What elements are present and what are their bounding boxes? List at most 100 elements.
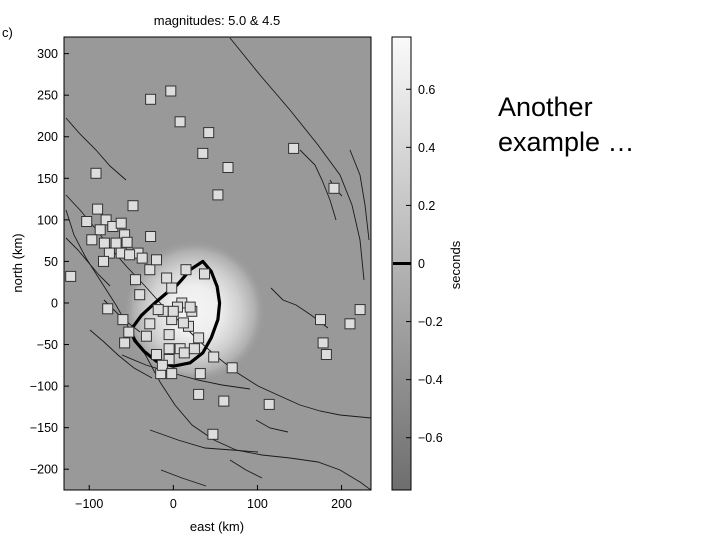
station-marker [315, 314, 326, 326]
y-tick-label: 200 [37, 130, 58, 144]
side-text: Another example … [498, 90, 698, 160]
x-tick-label: 0 [170, 497, 177, 511]
station-marker [188, 343, 200, 355]
station-marker [103, 247, 115, 259]
station-marker [197, 147, 209, 159]
station-marker [110, 237, 122, 249]
station-marker [208, 351, 220, 363]
y-axis: 300 250 200 150 100 50 0 −50 −100 −150 −200 [30, 47, 69, 477]
x-axis-label: east (km) [190, 519, 244, 534]
station-marker [218, 395, 230, 407]
station-marker [317, 337, 329, 349]
y-tick-label: −150 [30, 421, 58, 435]
colorbar-tick-label: −0.6 [418, 431, 443, 445]
station-marker [163, 343, 175, 355]
station-marker [184, 301, 196, 313]
station-marker [121, 236, 133, 248]
station-marker [328, 182, 340, 194]
station-marker [193, 388, 205, 400]
station-marker [354, 304, 366, 316]
station-marker [163, 354, 175, 365]
station-marker [163, 329, 175, 341]
map-frame [63, 36, 372, 491]
station-marker [167, 305, 179, 317]
station-marker [115, 217, 127, 229]
y-axis-label: north (km) [10, 233, 25, 292]
station-marker [166, 368, 178, 380]
stations [65, 85, 366, 440]
station-marker [165, 85, 177, 97]
colorbar: 0.6 0.4 0.2 0 −0.2 −0.4 −0.6 seconds [391, 36, 463, 491]
colorbar-tick-label: 0 [418, 257, 425, 271]
x-tick-label: 100 [247, 497, 268, 511]
y-tick-label: 50 [44, 255, 58, 269]
station-marker [117, 314, 129, 326]
station-marker [194, 368, 206, 380]
station-marker [102, 303, 114, 315]
station-marker [144, 318, 156, 330]
station-marker [156, 359, 168, 371]
station-marker [98, 255, 109, 267]
station-marker [151, 349, 162, 360]
y-tick-label: 300 [37, 47, 58, 61]
station-marker [222, 162, 234, 173]
y-tick-label: −100 [30, 380, 58, 394]
y-tick-label: 100 [37, 213, 58, 227]
station-marker [100, 214, 112, 226]
colorbar-tick-label: 0.6 [418, 83, 435, 97]
y-tick-label: 0 [51, 296, 58, 310]
colorbar-ticks: 0.6 0.4 0.2 0 −0.2 −0.4 −0.6 [393, 83, 443, 445]
station-marker [136, 252, 148, 264]
station-marker [193, 332, 205, 344]
station-marker [94, 224, 106, 236]
station-marker [119, 337, 131, 349]
colorbar-tick-label: −0.4 [418, 373, 443, 387]
station-marker [81, 216, 93, 227]
station-marker [145, 231, 157, 242]
station-marker [344, 318, 356, 330]
x-axis: −100 0 100 200 [75, 485, 352, 511]
station-marker [320, 349, 332, 360]
station-marker [180, 264, 192, 276]
side-text-line-1: Another [498, 92, 593, 122]
station-marker [199, 268, 210, 280]
station-marker [226, 362, 238, 374]
station-marker [263, 398, 275, 410]
colorbar-tick-label: 0.4 [418, 141, 435, 155]
y-tick-label: 150 [37, 172, 58, 186]
station-marker [65, 270, 77, 282]
y-tick-label: −50 [37, 338, 58, 352]
x-tick-label: 200 [331, 497, 352, 511]
colorbar-tick-label: −0.2 [418, 315, 443, 329]
station-marker [127, 200, 139, 212]
colorbar-label: seconds [448, 240, 463, 289]
station-marker [207, 428, 219, 440]
station-marker [203, 127, 215, 139]
station-marker [98, 237, 110, 249]
station-marker [178, 347, 190, 359]
station-marker [90, 167, 102, 179]
station-marker [134, 289, 146, 301]
station-marker [92, 203, 104, 215]
station-marker [86, 234, 98, 246]
station-marker [161, 272, 173, 284]
station-marker [151, 254, 162, 266]
station-marker [144, 264, 156, 276]
chart-title: magnitudes: 5.0 & 4.5 [154, 13, 280, 28]
side-text-line-2: example … [498, 127, 635, 157]
station-marker [212, 189, 224, 201]
station-marker [177, 317, 189, 329]
map-panel: −100 0 100 200 300 250 200 150 100 50 0 −50 −100 −15… [10, 36, 372, 534]
station-marker [140, 330, 152, 342]
station-marker [166, 282, 178, 294]
station-marker [174, 116, 186, 128]
station-marker [130, 274, 141, 286]
panel-label: c) [2, 25, 13, 40]
colorbar-tick-label: 0.2 [418, 199, 435, 213]
y-tick-label: 250 [37, 89, 58, 103]
station-marker [123, 326, 135, 338]
station-marker [145, 93, 157, 105]
station-marker [124, 249, 136, 261]
station-marker [152, 304, 164, 316]
